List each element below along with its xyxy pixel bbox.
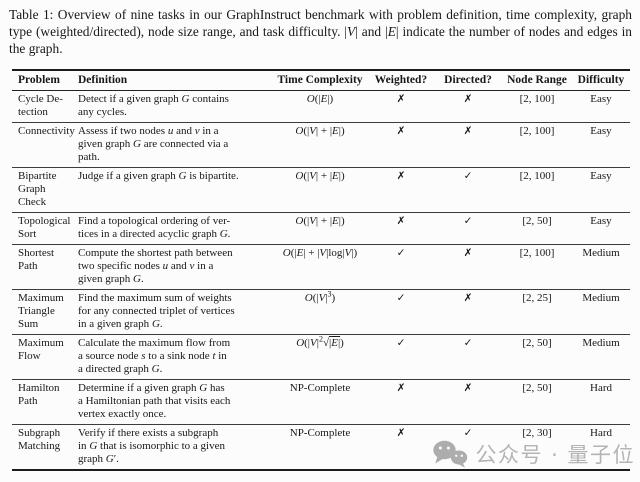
complexity-cell: O(|V|2√|E|)	[296, 334, 344, 349]
directed-mark: ✗	[463, 292, 473, 304]
definition-cell: Judge if a given graph G is bipartite.	[78, 170, 239, 182]
problem-cell: Cycle De-tection	[18, 93, 63, 118]
col-header-complexity: Time Complexity	[277, 74, 363, 86]
complexity-cell: O(|V| + |E|)	[295, 170, 345, 182]
definition-cell: Assess if two nodes u and v in a given gr…	[78, 125, 229, 163]
directed-mark: ✗	[463, 93, 473, 105]
complexity-cell: NP-Complete	[289, 382, 351, 394]
col-header-weighted: Weighted?	[374, 74, 428, 86]
col-header-problem: Problem	[18, 74, 60, 86]
table-row-cycle-detection: Cycle De-tection Detect if a given graph…	[12, 91, 630, 123]
difficulty-cell: Hard	[590, 382, 612, 394]
difficulty-cell: Medium	[582, 337, 620, 349]
table-row-maximum-flow: Maximum Flow Calculate the maximum flow f…	[12, 335, 630, 380]
problem-cell: Maximum Flow	[18, 337, 64, 362]
node-range-cell: [2, 25]	[522, 292, 552, 304]
table-row-connectivity: Connectivity Assess if two nodes u and v…	[12, 123, 630, 168]
table-row-bipartite-graph-check: Bipartite Graph Check Judge if a given gra…	[12, 168, 630, 213]
weighted-mark: ✓	[396, 292, 406, 304]
problem-cell: Subgraph Matching	[18, 427, 61, 452]
definition-cell: Verify if there exists a subgraph in G th…	[78, 427, 225, 465]
tasks-table: Problem Definition Time Complexity Weigh…	[12, 69, 630, 471]
complexity-cell: O(|E|)	[306, 93, 334, 105]
header-row: Problem Definition Time Complexity Weigh…	[12, 70, 630, 91]
directed-mark: ✗	[463, 247, 473, 259]
problem-cell: Bipartite Graph Check	[18, 170, 57, 208]
node-range-cell: [2, 50]	[522, 382, 552, 394]
node-range-cell: [2, 100]	[519, 93, 555, 105]
problem-cell: Hamilton Path	[18, 382, 60, 407]
difficulty-cell: Easy	[590, 215, 612, 227]
table-row-shortest-path: Shortest Path Compute the shortest path b…	[12, 245, 630, 290]
wechat-icon	[431, 439, 469, 469]
difficulty-cell: Easy	[590, 93, 612, 105]
problem-cell: Topological Sort	[18, 215, 71, 240]
directed-mark: ✓	[463, 170, 473, 182]
directed-mark: ✓	[463, 337, 473, 349]
col-header-directed: Directed?	[444, 74, 492, 86]
directed-mark: ✗	[463, 125, 473, 137]
difficulty-cell: Medium	[582, 247, 620, 259]
difficulty-cell: Easy	[590, 125, 612, 137]
weighted-mark: ✓	[396, 247, 406, 259]
weighted-mark: ✓	[396, 337, 406, 349]
complexity-cell: O(|V| + |E|)	[295, 125, 345, 137]
complexity-cell: O(|E| + |V|log|V|)	[282, 247, 358, 259]
problem-cell: Connectivity	[18, 125, 75, 137]
complexity-cell: O(|V| + |E|)	[295, 215, 345, 227]
difficulty-cell: Medium	[582, 292, 620, 304]
col-header-node-range: Node Range	[507, 74, 567, 86]
weighted-mark: ✗	[396, 382, 406, 394]
directed-mark: ✓	[463, 215, 473, 227]
node-range-cell: [2, 50]	[522, 337, 552, 349]
watermark: 公众号 · 量子位	[431, 439, 635, 469]
node-range-cell: [2, 100]	[519, 247, 555, 259]
definition-cell: Find a topological ordering of ver-tices…	[78, 215, 231, 240]
complexity-cell: NP-Complete	[289, 427, 351, 439]
col-header-definition: Definition	[78, 74, 128, 86]
definition-cell: Determine if a given graph G has a Hamilt…	[78, 382, 231, 420]
definition-cell: Detect if a given graph G contains any cy…	[78, 93, 229, 118]
node-range-cell: [2, 100]	[519, 170, 555, 182]
definition-cell: Compute the shortest path between two spe…	[78, 247, 233, 285]
weighted-mark: ✗	[396, 215, 406, 227]
directed-mark: ✗	[463, 382, 473, 394]
definition-cell: Calculate the maximum flow from a source …	[78, 337, 231, 375]
difficulty-cell: Easy	[590, 170, 612, 182]
table-row-maximum-triangle-sum: Maximum Triangle Sum Find the maximum sum …	[12, 290, 630, 335]
weighted-mark: ✗	[396, 170, 406, 182]
weighted-mark: ✗	[396, 427, 406, 439]
table-row-topological-sort: Topological Sort Find a topological order…	[12, 213, 630, 245]
definition-cell: Find the maximum sum of weights for any c…	[78, 292, 235, 330]
problem-cell: Shortest Path	[18, 247, 55, 272]
node-range-cell: [2, 50]	[522, 215, 552, 227]
table-row-subgraph-matching: Subgraph Matching Verify if there exists …	[12, 425, 630, 471]
col-header-difficulty: Difficulty	[577, 74, 625, 86]
weighted-mark: ✗	[396, 125, 406, 137]
directed-mark: ✓	[463, 427, 473, 439]
difficulty-cell: Hard	[590, 427, 612, 439]
table-caption: Table 1: Overview of nine tasks in our G…	[9, 7, 632, 56]
weighted-mark: ✗	[396, 93, 406, 105]
watermark-text: 公众号 · 量子位	[475, 443, 635, 467]
node-range-cell: [2, 100]	[519, 125, 555, 137]
problem-cell: Maximum Triangle Sum	[18, 292, 64, 330]
table-row-hamilton-path: Hamilton Path Determine if a given graph …	[12, 380, 630, 425]
node-range-cell: [2, 30]	[522, 427, 552, 439]
complexity-cell: O(|V|3)	[304, 289, 336, 304]
